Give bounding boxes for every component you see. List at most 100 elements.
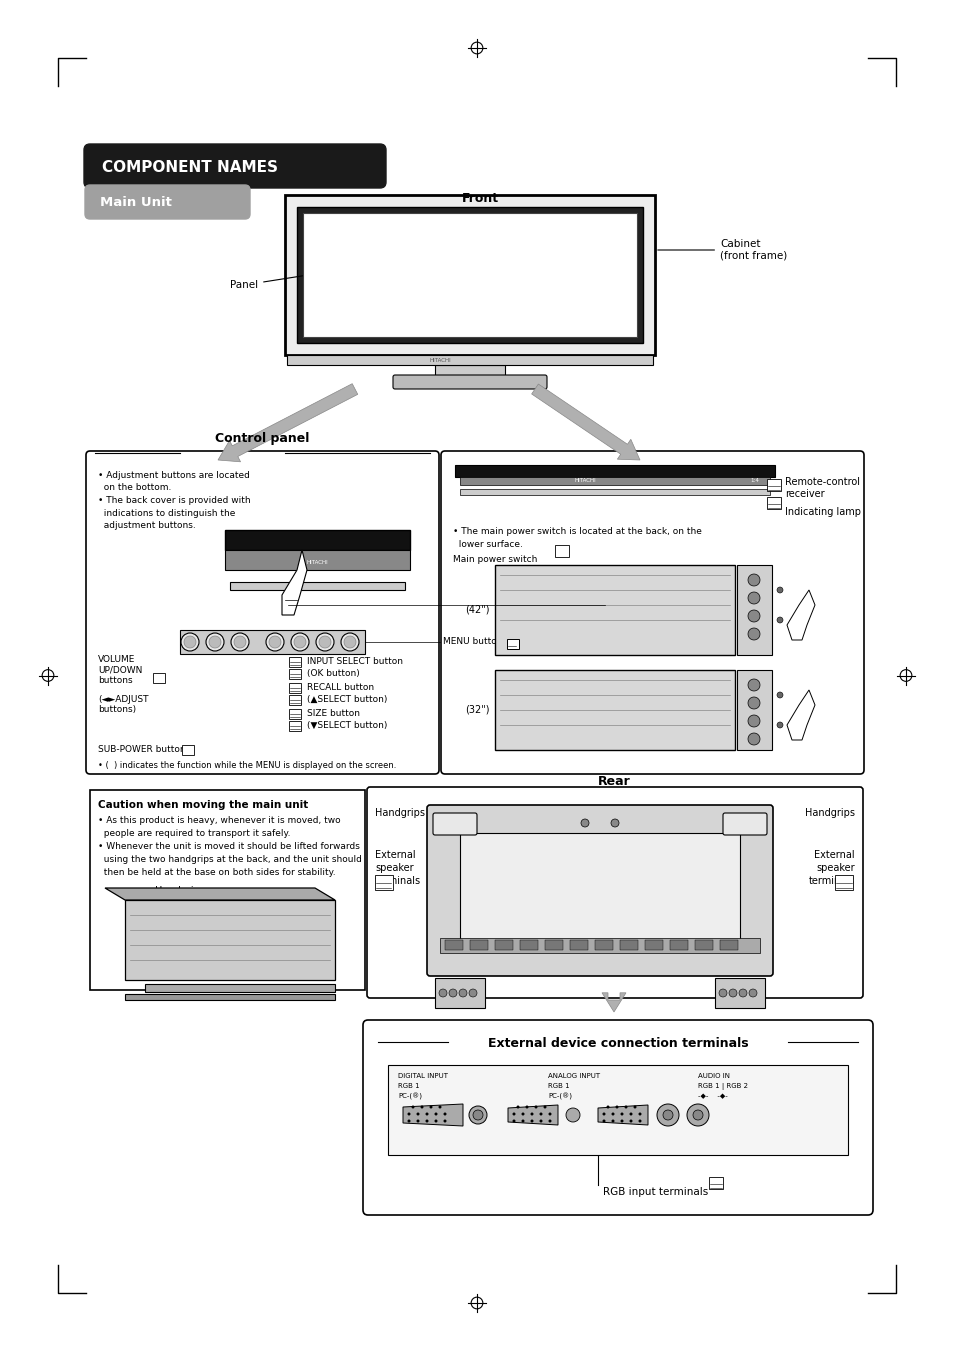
- Circle shape: [443, 1112, 446, 1116]
- Circle shape: [606, 1105, 609, 1109]
- Bar: [459, 834, 740, 948]
- Polygon shape: [125, 900, 335, 979]
- Text: Handgrips: Handgrips: [804, 808, 854, 817]
- Circle shape: [233, 636, 246, 648]
- Circle shape: [610, 819, 618, 827]
- Polygon shape: [531, 384, 639, 459]
- Circle shape: [747, 715, 760, 727]
- FancyBboxPatch shape: [84, 145, 386, 188]
- Text: SUB-POWER button: SUB-POWER button: [98, 744, 186, 754]
- FancyBboxPatch shape: [86, 451, 438, 774]
- Circle shape: [184, 636, 195, 648]
- Circle shape: [602, 1112, 605, 1116]
- Text: Handgrips: Handgrips: [375, 808, 424, 817]
- Text: (▲SELECT button): (▲SELECT button): [307, 694, 387, 704]
- FancyBboxPatch shape: [289, 657, 301, 667]
- FancyBboxPatch shape: [766, 497, 781, 509]
- Text: Remote-control: Remote-control: [784, 477, 859, 486]
- Bar: [669, 940, 687, 950]
- Circle shape: [580, 819, 588, 827]
- Text: • The main power switch is located at the back, on the: • The main power switch is located at th…: [453, 527, 701, 536]
- Bar: [644, 940, 662, 950]
- Bar: [459, 477, 769, 485]
- Circle shape: [438, 1105, 441, 1109]
- Text: then be held at the base on both sides for stability.: then be held at the base on both sides f…: [98, 867, 335, 877]
- Text: RGB 1 | RGB 2: RGB 1 | RGB 2: [698, 1084, 747, 1090]
- Circle shape: [512, 1112, 515, 1116]
- Bar: [303, 213, 637, 336]
- Circle shape: [728, 989, 737, 997]
- Text: Control panel: Control panel: [214, 432, 309, 444]
- FancyBboxPatch shape: [433, 813, 476, 835]
- Circle shape: [209, 636, 221, 648]
- Bar: [569, 940, 587, 950]
- Text: • (  ) indicates the function while the MENU is displayed on the screen.: • ( ) indicates the function while the M…: [98, 761, 395, 770]
- FancyBboxPatch shape: [834, 875, 852, 890]
- FancyBboxPatch shape: [289, 684, 301, 693]
- Text: lower surface.: lower surface.: [453, 540, 522, 549]
- Bar: [225, 550, 410, 570]
- Circle shape: [747, 680, 760, 690]
- Bar: [737, 565, 771, 655]
- Circle shape: [615, 1105, 618, 1109]
- Circle shape: [434, 1112, 437, 1116]
- FancyBboxPatch shape: [555, 544, 568, 557]
- Circle shape: [473, 1111, 482, 1120]
- Text: VOLUME
UP/DOWN
buttons: VOLUME UP/DOWN buttons: [98, 655, 142, 685]
- Text: DIGITAL INPUT: DIGITAL INPUT: [397, 1073, 448, 1079]
- FancyBboxPatch shape: [440, 451, 863, 774]
- Text: Panel: Panel: [230, 276, 305, 290]
- FancyBboxPatch shape: [367, 788, 862, 998]
- Text: RGB 1: RGB 1: [397, 1084, 419, 1089]
- Bar: [287, 355, 652, 365]
- Text: receiver: receiver: [784, 489, 823, 499]
- FancyBboxPatch shape: [363, 1020, 872, 1215]
- Bar: [720, 940, 738, 950]
- Text: RGB 1: RGB 1: [547, 1084, 569, 1089]
- Text: SIZE button: SIZE button: [307, 709, 359, 717]
- Text: Handgrips: Handgrips: [154, 886, 205, 896]
- Circle shape: [638, 1112, 640, 1116]
- FancyBboxPatch shape: [289, 694, 301, 705]
- Circle shape: [512, 1120, 515, 1123]
- Bar: [230, 582, 405, 590]
- Circle shape: [449, 989, 456, 997]
- Text: INPUT SELECT button: INPUT SELECT button: [307, 657, 402, 666]
- FancyBboxPatch shape: [506, 639, 518, 648]
- Text: • Adjustment buttons are located: • Adjustment buttons are located: [98, 471, 250, 480]
- Circle shape: [611, 1120, 614, 1123]
- Bar: [435, 365, 504, 377]
- Text: RGB input terminals: RGB input terminals: [602, 1188, 707, 1197]
- Bar: [714, 978, 764, 1008]
- Bar: [495, 670, 734, 750]
- Circle shape: [469, 1106, 486, 1124]
- Text: COMPONENT NAMES: COMPONENT NAMES: [102, 159, 277, 174]
- Text: Main Unit: Main Unit: [100, 196, 172, 209]
- Text: HITACHI: HITACHI: [306, 559, 328, 565]
- Circle shape: [539, 1112, 542, 1116]
- Polygon shape: [402, 1104, 462, 1125]
- Text: adjustment buttons.: adjustment buttons.: [98, 521, 195, 530]
- Bar: [459, 489, 769, 494]
- Bar: [439, 938, 760, 952]
- Polygon shape: [598, 1105, 647, 1125]
- Circle shape: [657, 1104, 679, 1125]
- Bar: [125, 994, 335, 1000]
- Bar: [595, 940, 613, 950]
- Circle shape: [458, 989, 467, 997]
- Bar: [470, 940, 488, 950]
- Bar: [495, 940, 513, 950]
- Bar: [444, 940, 462, 950]
- Circle shape: [425, 1120, 428, 1123]
- Text: Cabinet
(front frame): Cabinet (front frame): [657, 239, 786, 261]
- Circle shape: [748, 989, 757, 997]
- Text: (42"): (42"): [465, 605, 490, 615]
- Text: RECALL button: RECALL button: [307, 684, 374, 692]
- Bar: [225, 530, 410, 550]
- Circle shape: [344, 636, 355, 648]
- Circle shape: [543, 1105, 546, 1109]
- Circle shape: [434, 1120, 437, 1123]
- Circle shape: [548, 1120, 551, 1123]
- Text: 1:4: 1:4: [750, 478, 759, 484]
- FancyBboxPatch shape: [85, 185, 250, 219]
